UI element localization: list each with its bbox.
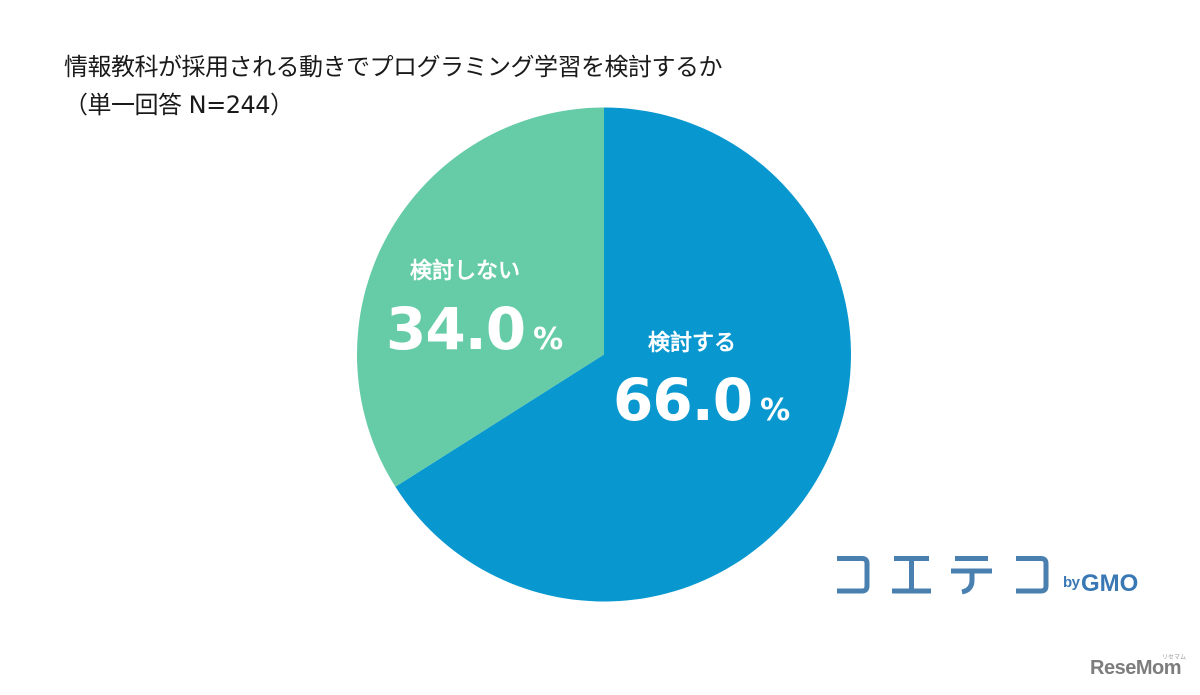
logo-by-text: by bbox=[1063, 574, 1080, 591]
logo-gmo-text: GMO bbox=[1081, 570, 1139, 597]
resemom-watermark-kana: リセマム bbox=[1162, 654, 1187, 661]
slice-value-not-consider: 34.0% bbox=[386, 300, 563, 358]
slice-label-not-consider: 検討しない bbox=[410, 259, 521, 284]
slice-label-consider: 検討する bbox=[648, 331, 737, 356]
coeteco-logo bbox=[837, 556, 1049, 595]
slice-value-consider: 66.0% bbox=[613, 371, 790, 429]
slice-value-unit: % bbox=[760, 393, 791, 428]
pie-slice-not-consider bbox=[356, 107, 604, 487]
slice-value-number: 34.0 bbox=[386, 295, 526, 363]
slice-value-number: 66.0 bbox=[613, 366, 753, 434]
pie-slice-consider bbox=[395, 107, 851, 602]
resemom-watermark: ReseMom bbox=[1090, 657, 1181, 679]
chart-subtitle: （単一回答 N=244） bbox=[64, 91, 294, 119]
slice-value-unit: % bbox=[533, 322, 564, 357]
chart-title: 情報教科が採用される動きでプログラミング学習を検討するか bbox=[64, 53, 723, 81]
